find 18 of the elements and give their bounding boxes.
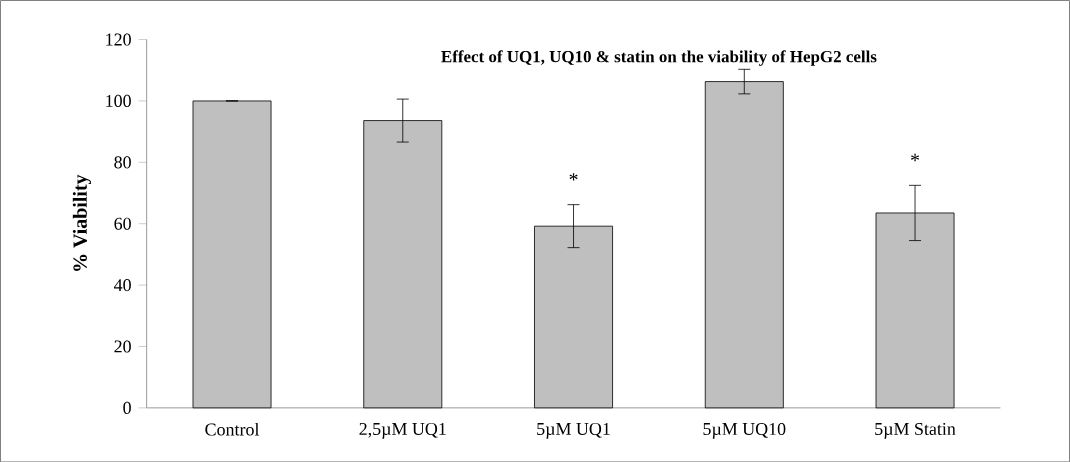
y-axis-title: % Viability [72, 174, 91, 271]
x-tick-label: 5µM UQ10 [703, 422, 786, 439]
bar [192, 100, 272, 409]
y-tick-label: 120 [106, 33, 131, 46]
x-tick-label: 5µM UQ1 [537, 422, 610, 439]
annotation: * [911, 153, 920, 161]
y-tick-label: 20 [114, 340, 131, 353]
y-tick-label: 100 [106, 94, 131, 107]
x-tick-label: 2,5µM UQ1 [359, 422, 446, 439]
x-tick-label: Control [205, 422, 260, 436]
y-tick-label: 80 [114, 156, 131, 169]
text: Effect of UQ1, UQ10 & statin on the viability of HepG2 cells [441, 50, 877, 66]
annotation: * [569, 172, 578, 181]
y-tick-label: 40 [113, 278, 131, 291]
bar [534, 225, 613, 409]
x-tick-label: 5µM Statin [875, 422, 956, 439]
y-tick-label: 0 [123, 401, 131, 414]
y-tick-label: 60 [114, 217, 131, 230]
